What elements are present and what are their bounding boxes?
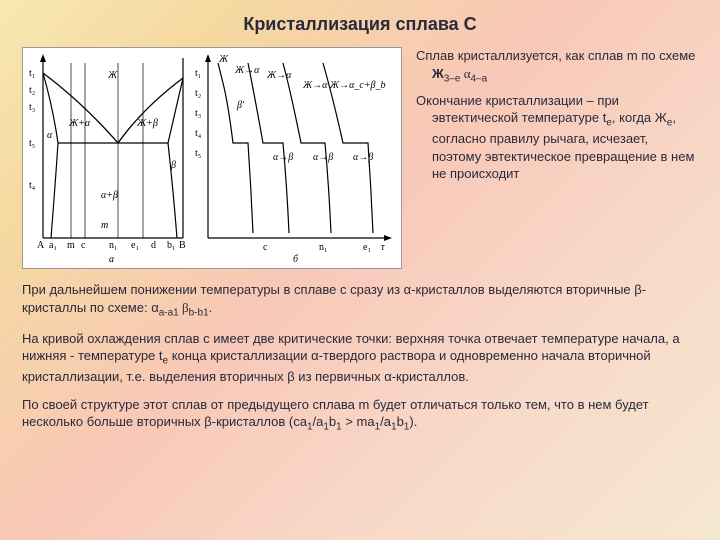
side-p1: Сплав кристаллизуется, как сплав m по сх… [416,47,698,86]
svg-text:Ж+β: Ж+β [136,118,158,129]
svg-text:β: β [170,160,176,171]
svg-text:c: c [81,240,86,251]
svg-text:A: A [37,240,45,251]
svg-text:t₁: t₁ [195,68,201,79]
svg-text:B: B [179,240,186,251]
svg-text:t₅: t₅ [195,148,201,159]
svg-text:e₁: e₁ [131,240,139,251]
svg-text:e₁: e₁ [363,242,371,253]
svg-text:m: m [101,220,108,231]
svg-text:Ж: Ж [107,70,118,81]
svg-text:c: c [263,242,268,253]
svg-text:t₁: t₁ [29,68,35,79]
svg-text:t₃: t₃ [29,102,35,113]
svg-text:Ж+α: Ж+α [68,118,91,129]
svg-text:Ж→α: Ж→α [234,65,260,76]
svg-text:t₄: t₄ [195,128,202,139]
svg-text:β': β' [236,100,245,111]
svg-text:α→β: α→β [273,152,293,163]
svg-text:Ж: Ж [218,54,229,65]
svg-text:б: б [293,254,299,265]
svg-text:t₂: t₂ [29,85,35,96]
para-1: При дальнейшем понижении температуры в с… [22,281,698,320]
para-3: По своей структуре этот сплав от предыду… [22,396,698,435]
side-p2: Окончание кристаллизации – при эвтектиче… [416,92,698,183]
svg-text:b₁: b₁ [167,240,176,251]
svg-text:a₁: a₁ [49,240,57,251]
svg-text:t₅: t₅ [29,138,35,149]
diagram-svg: t₁ t₂ t₃ t₅ t₄ A B Ж Ж+α Ж+β α β α+β m a… [23,48,401,268]
svg-text:α+β: α+β [101,190,118,201]
svg-text:Ж→α Ж→α_c+β_b: Ж→α Ж→α_c+β_b [302,80,386,91]
svg-text:d: d [151,240,156,251]
svg-text:α→β: α→β [353,152,373,163]
svg-text:τ: τ [381,242,385,253]
page-title: Кристаллизация сплава C [22,14,698,35]
svg-text:n₁: n₁ [109,240,118,251]
svg-text:Ж→α: Ж→α [266,70,292,81]
para-2: На кривой охлаждения сплав с имеет две к… [22,330,698,386]
svg-text:m: m [67,240,75,251]
phase-diagram: t₁ t₂ t₃ t₅ t₄ A B Ж Ж+α Ж+β α β α+β m a… [22,47,402,269]
svg-text:t₃: t₃ [195,108,201,119]
svg-text:t₂: t₂ [195,88,201,99]
svg-text:α: α [47,130,53,141]
svg-text:t₄: t₄ [29,180,36,191]
top-row: t₁ t₂ t₃ t₅ t₄ A B Ж Ж+α Ж+β α β α+β m a… [22,47,698,269]
svg-text:n₁: n₁ [319,242,328,253]
svg-text:α→β: α→β [313,152,333,163]
side-text: Сплав кристаллизуется, как сплав m по сх… [416,47,698,269]
svg-text:а: а [109,254,114,265]
